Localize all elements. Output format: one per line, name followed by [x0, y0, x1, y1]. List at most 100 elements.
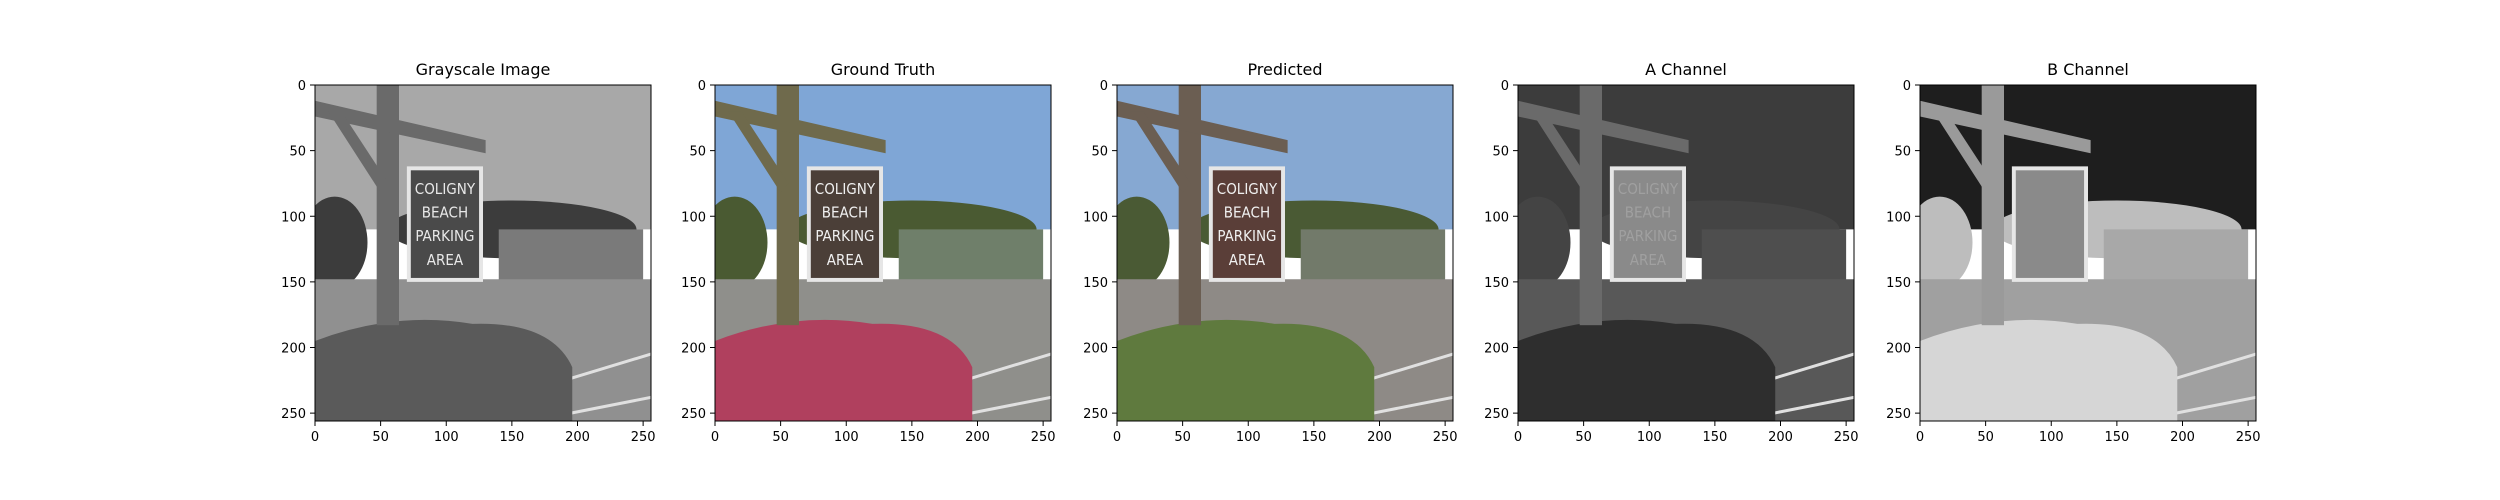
- sign-board: [2015, 170, 2085, 278]
- y-tick-label: 50: [689, 145, 706, 160]
- y-tick-label: 150: [1083, 276, 1108, 291]
- subplot-2: Ground Truth COLIGNY BEACH PARKING AREA 0 50 10…: [681, 60, 1055, 445]
- brace: [1130, 111, 1191, 193]
- tree-left: [1518, 196, 1571, 289]
- road-line: [970, 395, 1051, 415]
- y-tick-label: 150: [281, 276, 306, 291]
- x-tick-label: 50: [1977, 430, 1994, 445]
- bush: [1920, 319, 2178, 421]
- y-tick-label: 50: [289, 145, 306, 160]
- sign-text: BEACH: [1625, 204, 1671, 222]
- subplot-title: Ground Truth: [831, 60, 936, 79]
- subplot-title: Grayscale Image: [416, 60, 551, 79]
- y-tick-label: 0: [1100, 79, 1108, 94]
- sign-board: [1212, 170, 1282, 278]
- x-tick-label: 0: [311, 430, 319, 445]
- road-line: [1766, 352, 1854, 382]
- sign-board: [810, 170, 880, 278]
- y-tick-label: 250: [1083, 407, 1108, 422]
- sign-text: COLIGNY: [415, 180, 476, 198]
- axes-frame: [314, 84, 652, 422]
- x-tick-label: 250: [2236, 430, 2261, 445]
- sign-text: AREA: [1630, 251, 1667, 269]
- x-tick-label: 0: [1514, 430, 1522, 445]
- brace: [1933, 111, 1994, 193]
- x-tick-label: 50: [772, 430, 789, 445]
- axes-frame: [1517, 84, 1855, 422]
- y-tick-label: 250: [681, 407, 706, 422]
- y-tick-label: 150: [1886, 276, 1911, 291]
- x-tick-label: 100: [1637, 430, 1662, 445]
- y-tick-label: 200: [681, 342, 706, 357]
- y-tick-label: 100: [1083, 210, 1108, 225]
- y-tick-label: 50: [1894, 145, 1911, 160]
- y-tick-label: 250: [1886, 407, 1911, 422]
- x-tick-label: 0: [1113, 430, 1121, 445]
- x-tick-label: 250: [1433, 430, 1458, 445]
- x-tick-label: 250: [1834, 430, 1859, 445]
- x-tick-label: 250: [631, 430, 656, 445]
- tree-left: [315, 196, 368, 289]
- y-tick-label: 0: [698, 79, 706, 94]
- subplot-4: A Channel COLIGNY BEACH PARKING AREA 0 50 100 15…: [1484, 60, 1858, 445]
- subplot-title: Predicted: [1247, 60, 1322, 79]
- y-tick-label: 0: [1501, 79, 1509, 94]
- x-tick-label: 150: [2104, 430, 2129, 445]
- y-tick-label: 0: [1903, 79, 1911, 94]
- y-tick-label: 150: [681, 276, 706, 291]
- sign-text: AREA: [1229, 251, 1266, 269]
- beam: [315, 100, 486, 154]
- x-tick-label: 150: [899, 430, 924, 445]
- sign-board: [410, 170, 480, 278]
- brace: [328, 111, 389, 193]
- axes-frame: [1116, 84, 1454, 422]
- y-tick-label: 50: [1492, 145, 1509, 160]
- subplot-3: Predicted COLIGNY BEACH PARKING AREA 0 50 100 15…: [1083, 60, 1457, 445]
- axes-frame: [1919, 84, 2257, 422]
- tree-left: [715, 196, 768, 289]
- x-tick-label: 200: [2170, 430, 2195, 445]
- x-tick-label: 50: [372, 430, 389, 445]
- y-tick-label: 0: [298, 79, 306, 94]
- sign-text: PARKING: [815, 227, 874, 245]
- tree-left: [1117, 196, 1170, 289]
- x-tick-label: 0: [1916, 430, 1924, 445]
- tree-left: [1920, 196, 1973, 289]
- x-tick-label: 50: [1174, 430, 1191, 445]
- bush: [1117, 319, 1375, 421]
- sign-text: COLIGNY: [1217, 180, 1278, 198]
- y-tick-label: 200: [1484, 342, 1509, 357]
- x-tick-label: 150: [1702, 430, 1727, 445]
- y-tick-label: 200: [1886, 342, 1911, 357]
- road-line: [570, 395, 651, 415]
- subplot-title: A Channel: [1645, 60, 1727, 79]
- bush: [715, 319, 973, 421]
- road-line: [1372, 395, 1453, 415]
- road-line: [1773, 395, 1854, 415]
- post: [1178, 85, 1201, 326]
- axes-frame: [714, 84, 1052, 422]
- building: [1300, 229, 1446, 282]
- y-tick-label: 50: [1091, 145, 1108, 160]
- y-tick-label: 150: [1484, 276, 1509, 291]
- road-line: [1365, 352, 1453, 382]
- image-content: COLIGNY BEACH PARKING AREA: [1518, 85, 1854, 421]
- subplot-title: B Channel: [2047, 60, 2129, 79]
- image-content: COLIGNY BEACH PARKING AREA: [1117, 85, 1453, 421]
- beam: [715, 100, 886, 154]
- y-tick-label: 200: [281, 342, 306, 357]
- x-tick-label: 50: [1575, 430, 1592, 445]
- image-content: [1920, 85, 2256, 421]
- post: [1579, 85, 1602, 326]
- subplot-5: B Channel 0 50 100 150 200 250 0 50 100 150 200 250: [1886, 60, 2260, 445]
- sign-text: COLIGNY: [1618, 180, 1679, 198]
- x-tick-label: 150: [499, 430, 524, 445]
- post: [376, 85, 399, 326]
- post: [776, 85, 799, 326]
- x-tick-label: 200: [1768, 430, 1793, 445]
- building: [498, 229, 644, 282]
- y-tick-label: 250: [281, 407, 306, 422]
- brace: [728, 111, 789, 193]
- y-tick-label: 200: [1083, 342, 1108, 357]
- y-tick-label: 250: [1484, 407, 1509, 422]
